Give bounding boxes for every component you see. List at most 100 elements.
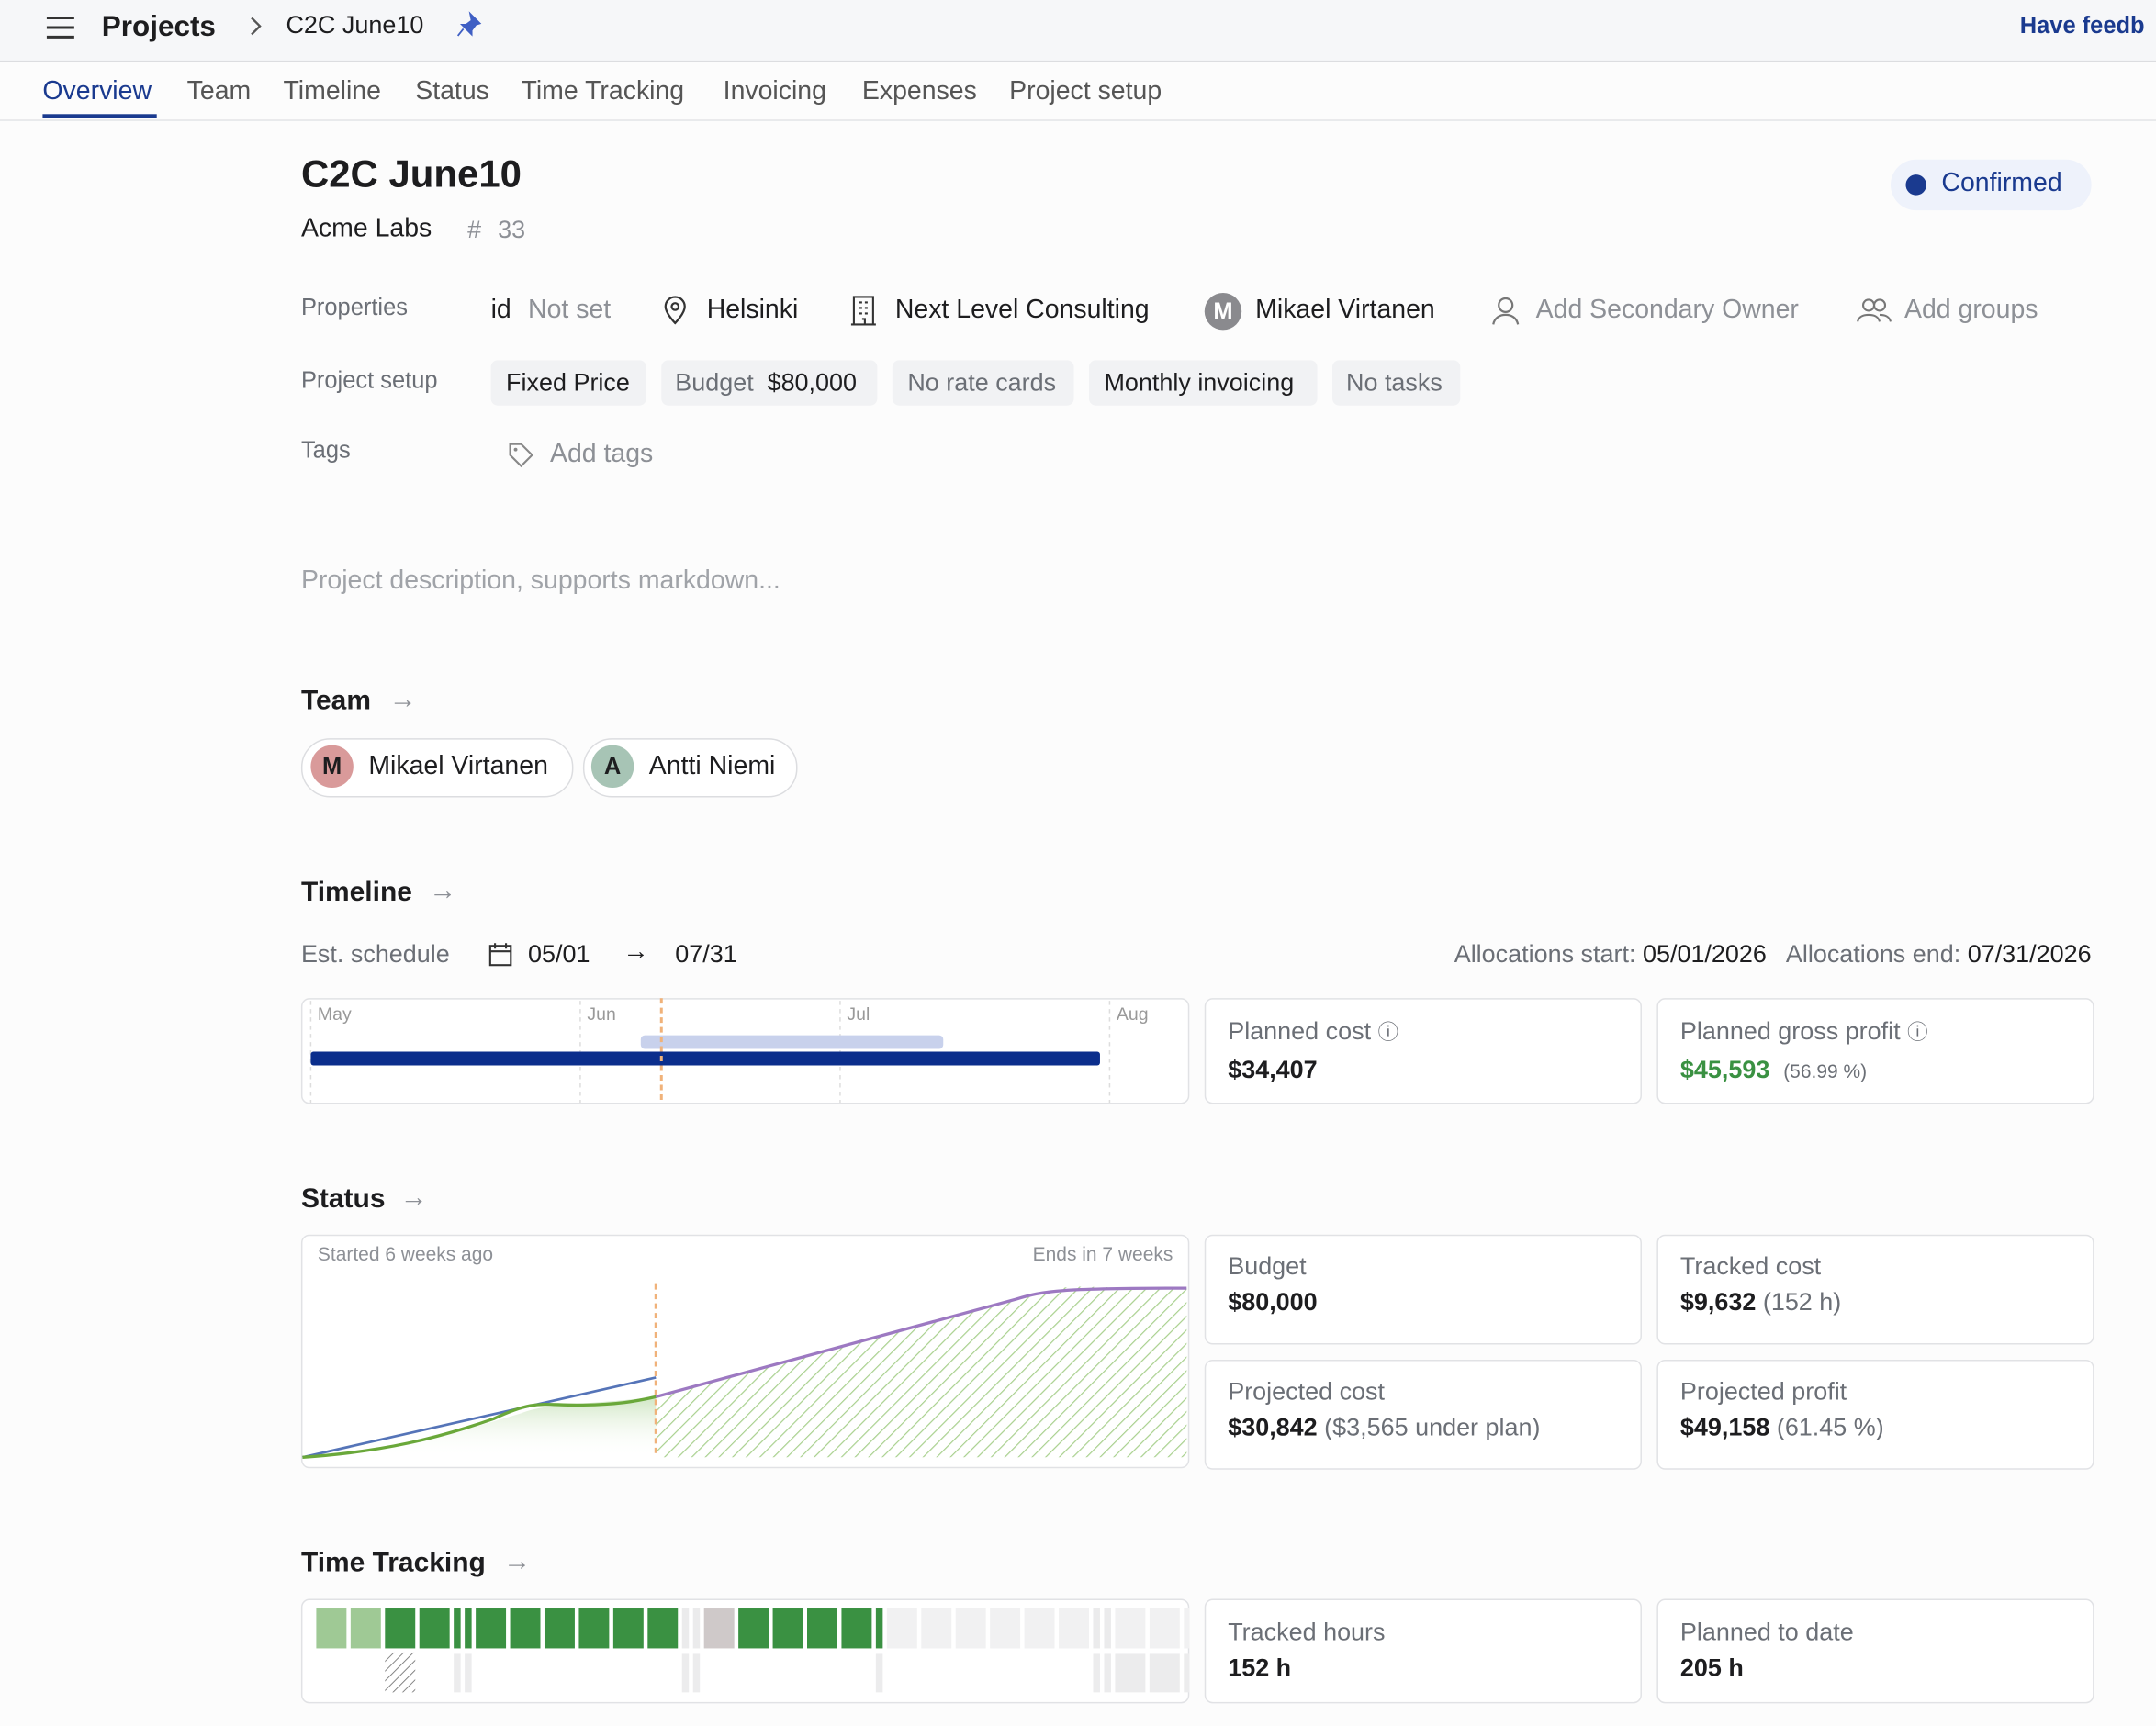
card-value: $49,158 (61.45 %) bbox=[1680, 1413, 1884, 1442]
invoicing: Monthly invoicing bbox=[1104, 368, 1295, 397]
active-tab-underline bbox=[42, 114, 157, 118]
card bbox=[1656, 1234, 2094, 1345]
chip[interactable] bbox=[661, 360, 878, 406]
add-tags[interactable]: Add tags bbox=[549, 440, 654, 469]
owner[interactable]: Mikael Virtanen bbox=[1255, 295, 1435, 325]
card bbox=[1204, 1598, 1642, 1704]
tab[interactable]: Invoicing bbox=[723, 76, 826, 106]
person-icon bbox=[1492, 297, 1520, 325]
day-block[interactable] bbox=[681, 1608, 690, 1649]
avatar: A bbox=[590, 745, 634, 789]
section-title[interactable]: Team bbox=[300, 686, 371, 717]
day-block[interactable] bbox=[1059, 1608, 1089, 1649]
schedule-start[interactable]: 05/01 bbox=[528, 940, 590, 969]
day-block[interactable] bbox=[703, 1608, 735, 1649]
description[interactable]: Project description, supports markdown..… bbox=[300, 566, 780, 596]
value: $80,000 bbox=[1228, 1288, 1318, 1317]
calendar-icon bbox=[488, 943, 512, 967]
groups-icon bbox=[1857, 298, 1892, 322]
day-block[interactable] bbox=[1104, 1653, 1111, 1693]
project-title: C2C June10 bbox=[300, 152, 522, 196]
day-block[interactable] bbox=[316, 1608, 347, 1649]
tab[interactable]: Project setup bbox=[1009, 76, 1162, 106]
day-block[interactable] bbox=[1115, 1608, 1146, 1649]
day-block[interactable] bbox=[465, 1653, 472, 1693]
day-block[interactable] bbox=[1184, 1608, 1190, 1649]
day-block[interactable] bbox=[510, 1608, 541, 1649]
section-title[interactable]: Timeline bbox=[300, 877, 412, 908]
day-block[interactable] bbox=[990, 1608, 1021, 1649]
info-icon[interactable]: ⓘ bbox=[1907, 1021, 1928, 1046]
chip[interactable] bbox=[1088, 360, 1318, 406]
tab[interactable]: Time Tracking bbox=[521, 76, 685, 106]
chip[interactable] bbox=[1332, 360, 1461, 406]
day-block[interactable] bbox=[578, 1608, 610, 1649]
day-block[interactable] bbox=[454, 1653, 461, 1693]
day-block[interactable] bbox=[875, 1608, 883, 1649]
menu-icon[interactable] bbox=[45, 15, 75, 39]
company-icon bbox=[850, 296, 876, 326]
day-block[interactable] bbox=[612, 1608, 644, 1649]
day-block[interactable] bbox=[1093, 1608, 1100, 1649]
day-block[interactable] bbox=[681, 1653, 690, 1693]
tab[interactable]: Expenses bbox=[861, 76, 977, 106]
arrow: → bbox=[399, 1182, 428, 1213]
day-block[interactable] bbox=[1104, 1608, 1111, 1649]
day-block[interactable] bbox=[738, 1608, 769, 1649]
chip[interactable] bbox=[892, 360, 1074, 406]
day-block[interactable] bbox=[807, 1608, 837, 1649]
tab[interactable]: Status bbox=[415, 76, 489, 106]
day-block[interactable] bbox=[544, 1608, 575, 1649]
day-block[interactable] bbox=[476, 1608, 507, 1649]
schedule-end[interactable]: 07/31 bbox=[675, 940, 737, 969]
info-icon[interactable]: ⓘ bbox=[1377, 1021, 1399, 1046]
day-block[interactable] bbox=[841, 1608, 872, 1649]
section-title[interactable]: Time Tracking bbox=[300, 1548, 486, 1579]
day-block[interactable] bbox=[875, 1653, 883, 1693]
id-value[interactable]: Not set bbox=[528, 295, 612, 325]
day-block[interactable] bbox=[692, 1608, 701, 1649]
day-block[interactable] bbox=[1024, 1608, 1055, 1649]
tag-icon bbox=[509, 443, 533, 468]
day-block[interactable] bbox=[419, 1608, 450, 1649]
arrow: → bbox=[429, 875, 457, 906]
pin-icon[interactable] bbox=[455, 11, 483, 39]
card bbox=[1204, 1359, 1642, 1470]
day-block[interactable] bbox=[955, 1608, 986, 1649]
tab[interactable]: Team bbox=[186, 76, 252, 106]
day-block[interactable] bbox=[772, 1608, 803, 1649]
text: Planned gross profit bbox=[1679, 1017, 1901, 1046]
tab[interactable]: Timeline bbox=[283, 76, 381, 106]
day-block[interactable] bbox=[692, 1653, 701, 1693]
day-block[interactable] bbox=[454, 1608, 461, 1649]
status-dot bbox=[1905, 174, 1926, 196]
day-block[interactable] bbox=[1149, 1608, 1180, 1649]
day-block[interactable] bbox=[465, 1608, 472, 1649]
budget-value: $80,000 bbox=[767, 368, 858, 397]
section-title[interactable]: Status bbox=[300, 1183, 386, 1215]
day-block[interactable] bbox=[350, 1608, 381, 1649]
day-block[interactable] bbox=[1115, 1653, 1146, 1693]
day-block[interactable] bbox=[921, 1608, 952, 1649]
day-block[interactable] bbox=[647, 1608, 679, 1649]
card bbox=[1656, 1359, 2094, 1470]
card-value: 152 h bbox=[1228, 1653, 1292, 1682]
day-block[interactable] bbox=[886, 1608, 917, 1649]
day-block[interactable] bbox=[1184, 1653, 1190, 1693]
month-label: Aug bbox=[1116, 1003, 1149, 1025]
location[interactable]: Helsinki bbox=[706, 295, 799, 325]
groups[interactable]: Add groups bbox=[1903, 295, 2038, 325]
tags-label: Tags bbox=[300, 437, 351, 464]
card-label: Planned to date bbox=[1679, 1618, 1854, 1646]
tab[interactable]: Overview bbox=[42, 76, 152, 106]
company[interactable]: Next Level Consulting bbox=[894, 295, 1150, 325]
breadcrumb[interactable]: Projects bbox=[101, 10, 216, 43]
feedback-link[interactable]: Have feedb bbox=[2019, 12, 2145, 39]
day-block[interactable] bbox=[1093, 1653, 1100, 1693]
secondary-owner[interactable]: Add Secondary Owner bbox=[1535, 295, 1799, 325]
day-block[interactable] bbox=[385, 1608, 416, 1649]
chip[interactable] bbox=[490, 360, 646, 406]
day-block[interactable] bbox=[1149, 1653, 1180, 1693]
card bbox=[1656, 998, 2094, 1104]
